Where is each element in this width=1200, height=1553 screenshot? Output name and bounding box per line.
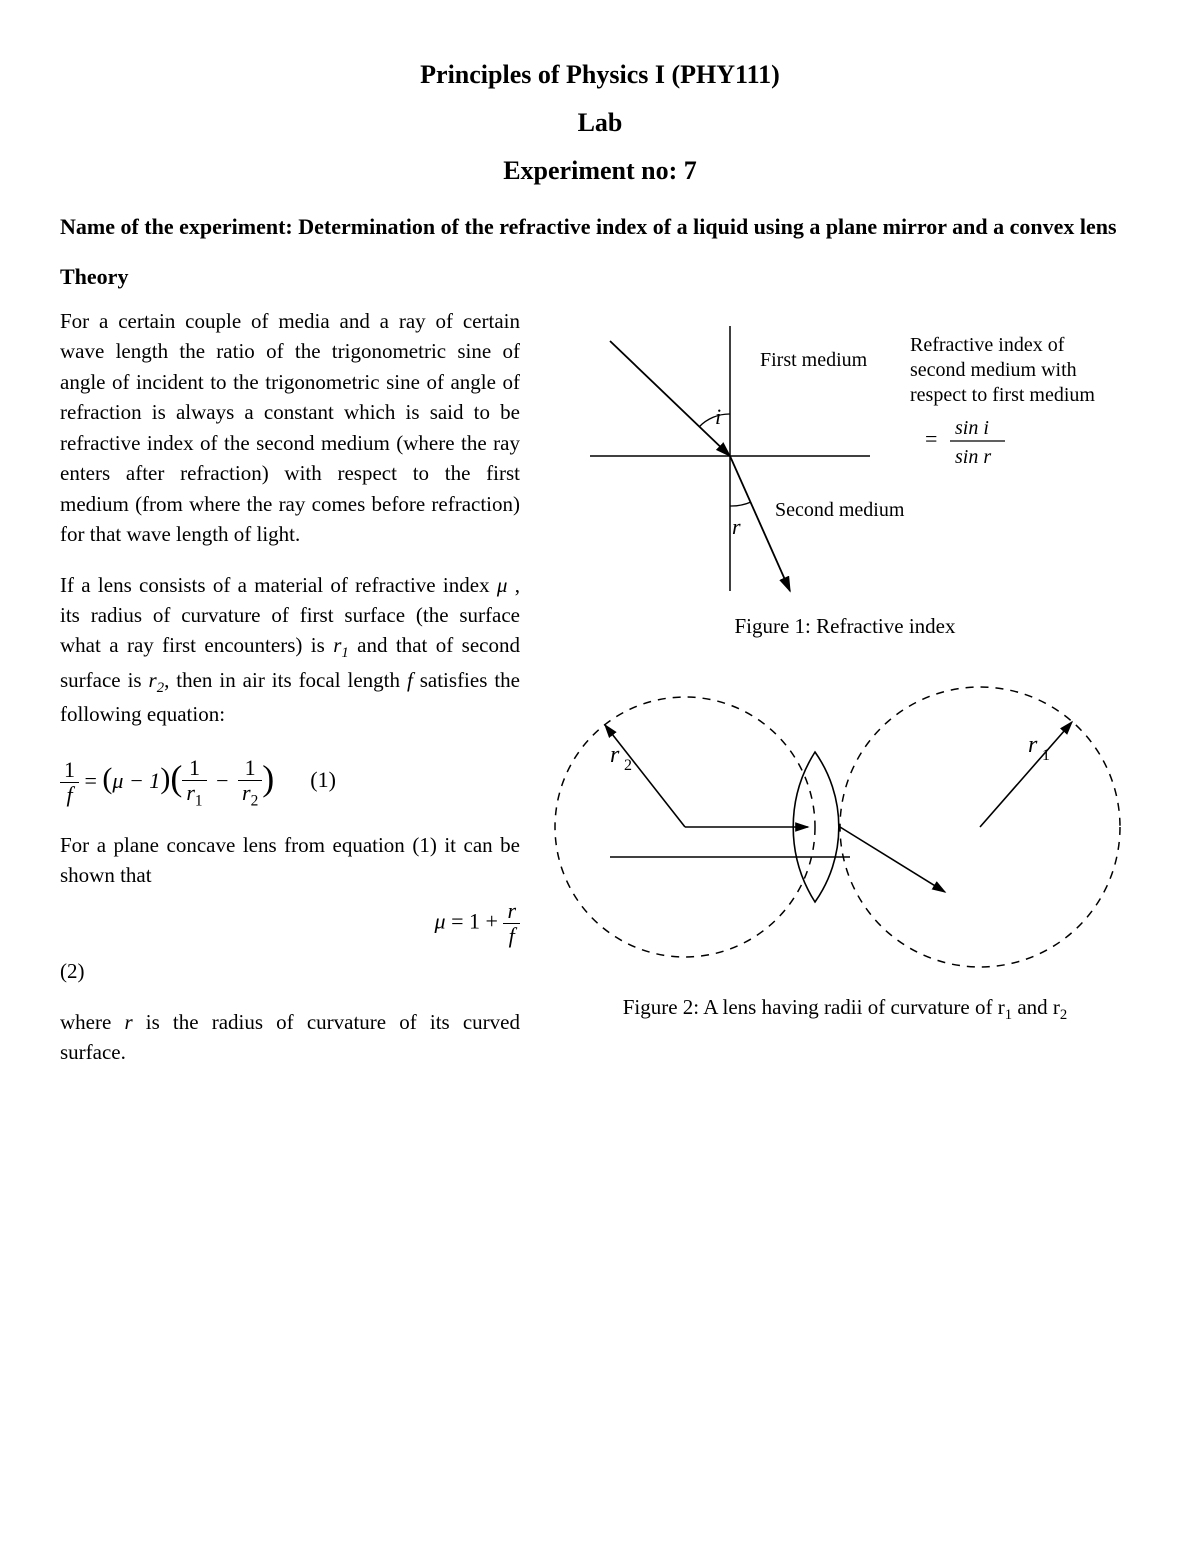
eq1-r1-den: r1 [182,781,206,810]
theory-para-4: where r is the radius of curvature of it… [60,1007,520,1068]
fig2-r2: r [610,742,620,768]
fig2-cap-sub1: 1 [1005,1007,1012,1023]
theory-para-3: For a plane concave lens from equation (… [60,830,520,987]
r2-sub: 2 [157,680,164,696]
fig1-first-medium: First medium [760,349,868,371]
page: Principles of Physics I (PHY111) Lab Exp… [0,0,1200,1553]
fig2-r1-sub: 1 [1042,747,1050,764]
eq1-body: 1 f = (μ − 1)( 1 r1 − 1 r2 ) [60,750,274,810]
experiment-name: Name of the experiment: Determination of… [60,214,1140,240]
eq2-num: r [503,899,520,924]
theory-heading: Theory [60,264,1140,290]
eq1-r1-den-sub: 1 [195,792,203,809]
fig1-second-medium: Second medium [775,499,905,521]
eq1-paren-l: ( [102,762,112,795]
eq1-bracket-l: ( [170,758,182,798]
fig2-cap-mid: and r [1012,995,1060,1019]
eq1-label: (1) [310,764,336,796]
course-title: Principles of Physics I (PHY111) [60,60,1140,90]
figure-1-svg: i r First medium Second medium Refractiv… [550,306,1110,606]
eq2-label: (2) [60,956,520,986]
eq2-one-plus: 1 + [469,909,498,934]
eq1-frac-r2: 1 r2 [238,756,262,811]
eq2-mu: μ [435,909,446,934]
fig1-sin-r: sin r [955,446,991,468]
eq1-r2-den: r2 [238,781,262,810]
fig2-cap-sub2: 2 [1060,1007,1067,1023]
figure-2-svg: r 2 r 1 [550,667,1130,987]
figure-2: r 2 r 1 Figure 2: A lens having radii of… [550,667,1140,1024]
eq2-den: f [503,924,520,948]
eq1-mu-minus-1: μ − 1 [112,768,160,793]
fig1-eq-sign: = [925,426,937,451]
r1-sub: 1 [341,646,348,662]
eq1-r1-den-r: r [186,780,195,805]
exp-name-text: Determination of the refractive index of… [298,214,1116,239]
eq1-lhs-num: 1 [60,758,79,783]
eq1-r2-den-sub: 2 [251,792,259,809]
eq1-frac-r1: 1 r1 [182,756,206,811]
theory-para-1: For a certain couple of media and a ray … [60,306,520,550]
eq2-frac: r f [503,899,520,948]
r2-symbol: r [149,668,157,692]
para4-pre: where [60,1010,124,1034]
fig2-r1: r [1028,732,1038,758]
mu-symbol: μ [497,573,508,597]
eq2-equals: = [451,909,463,934]
text-column: For a certain couple of media and a ray … [60,306,520,1088]
eq1-bracket-r: ) [262,758,274,798]
fig2-r2-sub: 2 [624,757,632,774]
eq1-equals: = [85,768,97,793]
fig1-i-label: i [715,404,721,429]
theory-para-2: If a lens consists of a material of refr… [60,570,520,730]
equation-1: 1 f = (μ − 1)( 1 r1 − 1 r2 ) (1) [60,750,520,810]
eq1-lhs-den: f [60,783,79,807]
lab-label: Lab [60,108,1140,138]
eq1-paren-r: ) [160,762,170,795]
eq1-minus: − [212,768,232,793]
para3-pre: For a plane concave lens from equation (… [60,830,520,891]
figure-1-caption: Figure 1: Refractive index [550,614,1140,639]
content-columns: For a certain couple of media and a ray … [60,306,1140,1088]
para2-pre: If a lens consists of a material of refr… [60,573,497,597]
fig1-ri-line3: respect to first medium [910,384,1095,406]
figure-1: i r First medium Second medium Refractiv… [550,306,1140,639]
eq1-lhs-frac: 1 f [60,758,79,807]
figure-column: i r First medium Second medium Refractiv… [550,306,1140,1052]
eq1-r1-num: 1 [182,756,206,781]
fig1-ri-line1: Refractive index of [910,334,1065,356]
experiment-number: Experiment no: 7 [60,156,1140,186]
eq2-inline: μ = 1 + r f [435,899,520,948]
eq1-r2-den-r: r [242,780,251,805]
figure-2-caption: Figure 2: A lens having radii of curvatu… [550,995,1140,1024]
para2-end: , then in air its focal length [164,668,407,692]
exp-name-prefix: Name of the experiment: [60,214,298,239]
r-symbol: r [124,1010,132,1034]
fig1-r-label: r [732,514,741,539]
fig1-sin-i: sin i [955,417,989,439]
fig1-ri-line2: second medium with [910,359,1077,381]
fig2-cap-pre: Figure 2: A lens having radii of curvatu… [623,995,1005,1019]
eq1-r2-num: 1 [238,756,262,781]
